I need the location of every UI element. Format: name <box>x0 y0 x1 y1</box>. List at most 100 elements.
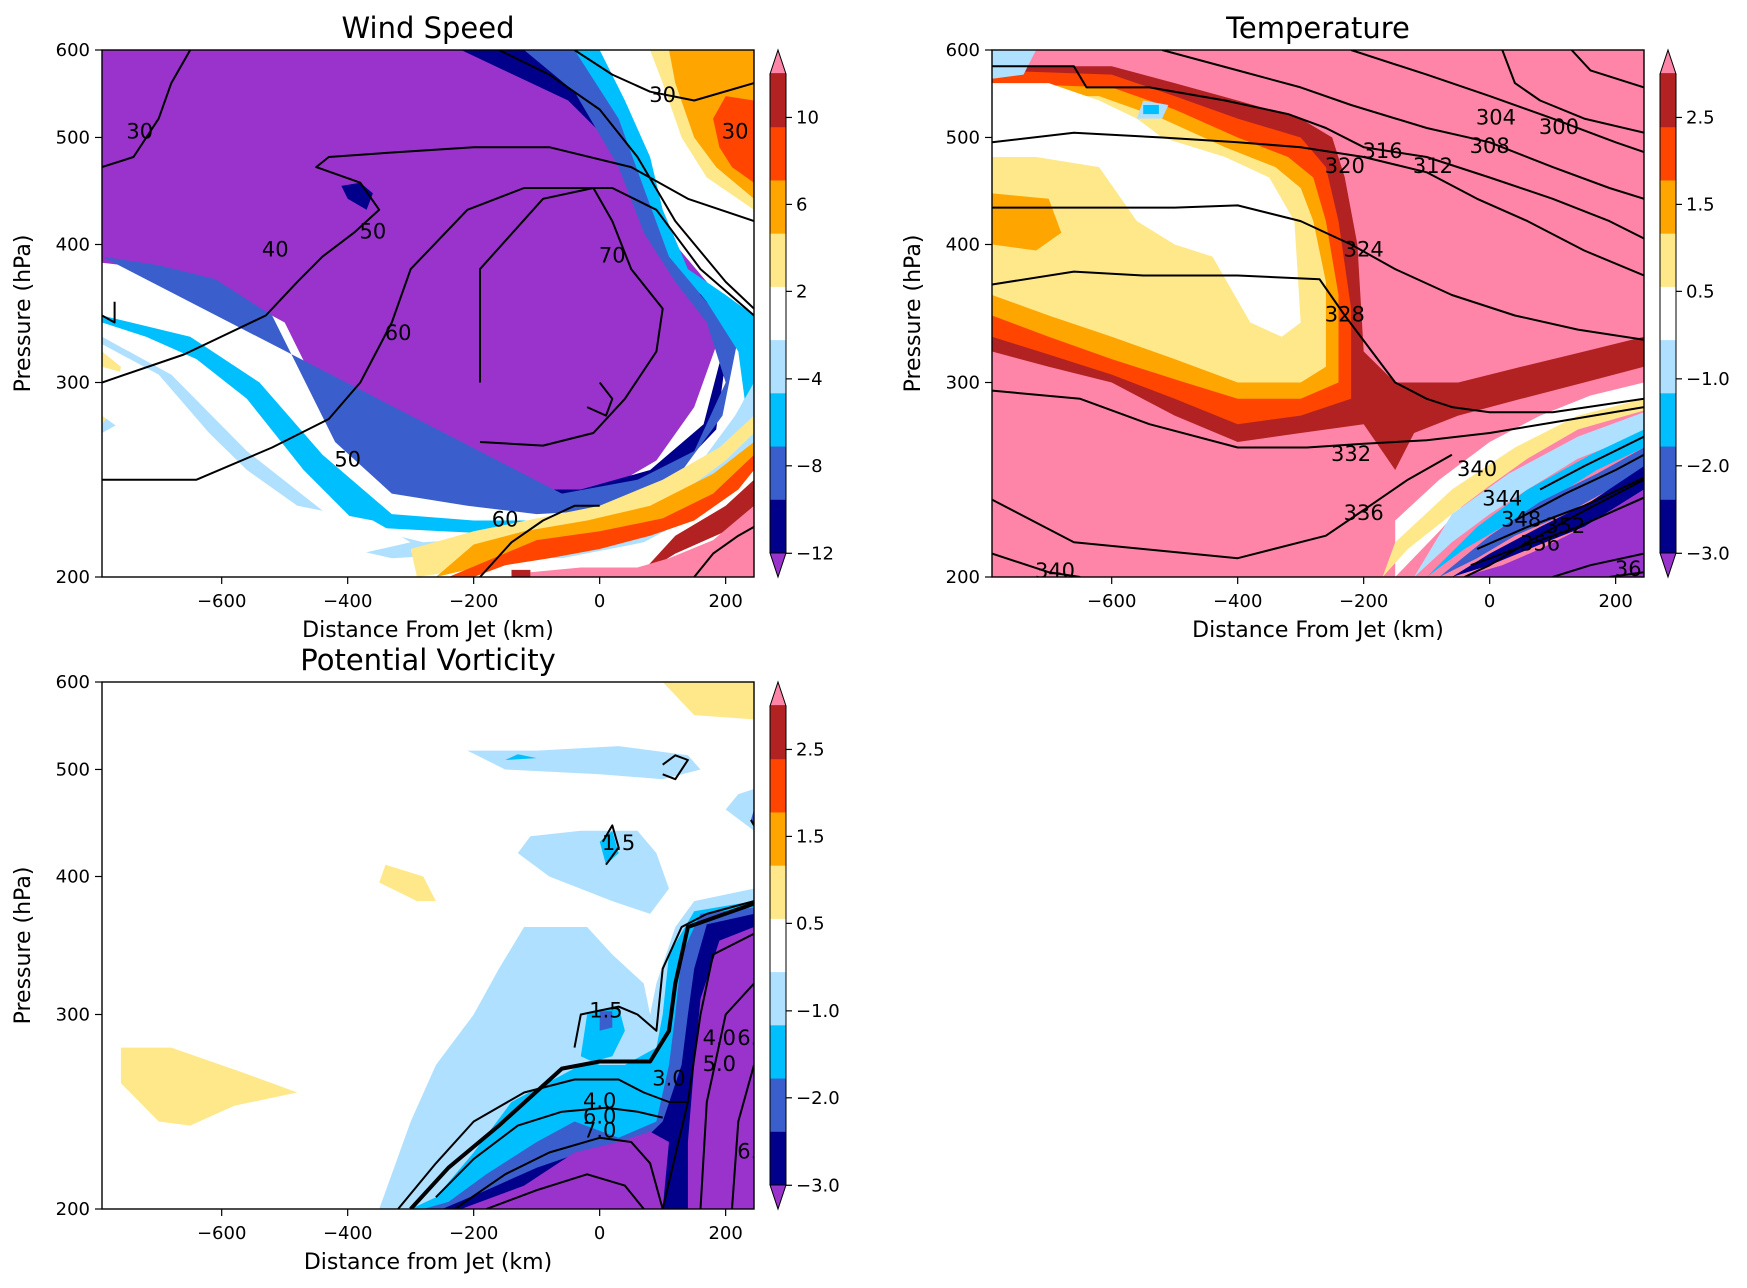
colorbar-extend-max <box>1659 48 1677 75</box>
contour-line <box>1539 435 1644 491</box>
colorbar-tick-label: 6 <box>796 194 807 215</box>
colorbar: 2.5 1.5 0.5 −1.0 −2.0 −3.0 <box>1659 48 1730 579</box>
contour-line <box>1570 50 1644 89</box>
contour-label: 6.0 <box>737 1026 770 1050</box>
contour-line <box>435 1106 663 1198</box>
x-axis-label: Distance from Jet (km) <box>304 1250 552 1275</box>
x-tick-label: −200 <box>449 591 498 612</box>
filled-contour-region <box>461 1131 669 1209</box>
colorbar-tick-label: −2.0 <box>796 1088 840 1109</box>
contour-line <box>1161 50 1644 200</box>
colorbar-tick-label: −1.0 <box>1686 369 1730 390</box>
contour-line <box>102 50 192 169</box>
axes-frame <box>991 49 1645 578</box>
y-tick-label: 400 <box>946 235 980 256</box>
colorbar-swatch <box>1660 233 1676 288</box>
contour-label: 36 <box>1615 557 1642 581</box>
colorbar-tick-label: 0.5 <box>1686 281 1715 302</box>
y-tick-label: 200 <box>56 567 90 588</box>
filled-contour-region <box>713 96 754 183</box>
filled-contour-region <box>102 50 720 500</box>
contour-line <box>102 146 754 384</box>
filled-contour-region <box>637 479 754 577</box>
x-tick-label: 200 <box>708 1223 742 1244</box>
filled-contour-region <box>435 442 754 577</box>
x-tick-label: 200 <box>708 591 742 612</box>
x-tick-label: 0 <box>594 1223 605 1244</box>
x-tick-label: −200 <box>1339 591 1388 612</box>
colorbar-swatch <box>770 446 786 501</box>
colorbar-swatch <box>1660 286 1676 341</box>
contour-label: 60 <box>385 321 412 345</box>
colorbar-tick-label: −2.0 <box>1686 456 1730 477</box>
y-tick-label: 600 <box>946 40 980 61</box>
y-axis-label: Pressure (hPa) <box>11 235 36 393</box>
filled-contour-region <box>750 809 754 826</box>
colorbar-tick-label: −12 <box>796 543 834 564</box>
colorbar-swatch <box>770 706 786 760</box>
contour-label: 70 <box>599 244 626 268</box>
contour-line <box>601 824 620 866</box>
contour-label: 5.0 <box>703 1052 736 1076</box>
chart-title: Potential Vorticity <box>300 643 555 677</box>
contour-line <box>573 50 754 102</box>
colorbar-outline <box>769 74 787 553</box>
chart-title: Temperature <box>1225 11 1410 45</box>
contour-label: 30 <box>722 120 749 144</box>
x-tick-label: 0 <box>594 591 605 612</box>
filled-contour-region <box>102 336 754 559</box>
y-tick-label: 300 <box>946 372 980 393</box>
colorbar-swatch <box>770 340 786 394</box>
contour-line <box>397 1078 688 1209</box>
filled-contour-region <box>530 505 754 577</box>
contour-line <box>661 932 754 1209</box>
colorbar-swatch <box>1660 393 1676 448</box>
contour-line <box>1501 50 1644 134</box>
filled-contour-region <box>102 50 754 536</box>
filled-contour-region <box>505 754 537 760</box>
contour-line <box>992 131 1644 277</box>
y-tick-label: 400 <box>56 235 90 256</box>
colorbar-tick-label: 1.5 <box>796 826 825 847</box>
x-tick-label: −400 <box>323 591 372 612</box>
contour-label: 304 <box>1476 106 1516 130</box>
y-axis-label: Pressure (hPa) <box>11 867 36 1025</box>
colorbar-swatch <box>1660 446 1676 501</box>
filled-contour-region <box>442 913 754 1209</box>
filled-contour-region <box>1461 489 1644 577</box>
x-axis-label: Distance From Jet (km) <box>1192 618 1444 643</box>
y-tick-label: 500 <box>56 127 90 148</box>
colorbar-swatch <box>1660 499 1676 554</box>
colorbar-swatch <box>770 812 786 867</box>
contour-line <box>1476 476 1644 550</box>
contour-line <box>1514 453 1644 522</box>
contour-line <box>573 900 754 1048</box>
contour-line <box>1350 50 1644 154</box>
colorbar-swatch <box>770 918 786 973</box>
contour-label: 340 <box>1457 457 1497 481</box>
filled-contour-region <box>1414 412 1644 577</box>
contour-label: 308 <box>1470 134 1510 158</box>
colorbar-swatch <box>770 972 786 1026</box>
contour-label: 4.0 <box>703 1026 736 1050</box>
contour-line <box>479 504 600 577</box>
contour-line <box>662 754 689 781</box>
colorbar-swatch <box>1660 74 1676 128</box>
colorbar-swatch <box>770 1131 786 1186</box>
axes-frame <box>101 681 755 1210</box>
contour-line <box>479 187 664 447</box>
contour-line <box>1609 571 1644 577</box>
contour-label: 332 <box>1331 442 1371 466</box>
contour-label: 30 <box>649 83 676 107</box>
contour-label: 50 <box>360 220 387 244</box>
x-tick-label: −600 <box>197 591 246 612</box>
filled-contour-region <box>1451 466 1644 577</box>
contour-line <box>693 526 754 577</box>
plot-area: 7.06.04.03.01.55.04.0 6.06.01.5 <box>102 682 770 1209</box>
x-tick-label: −200 <box>449 1223 498 1244</box>
colorbar-swatch <box>770 286 786 341</box>
contour-label: 324 <box>1344 238 1384 262</box>
